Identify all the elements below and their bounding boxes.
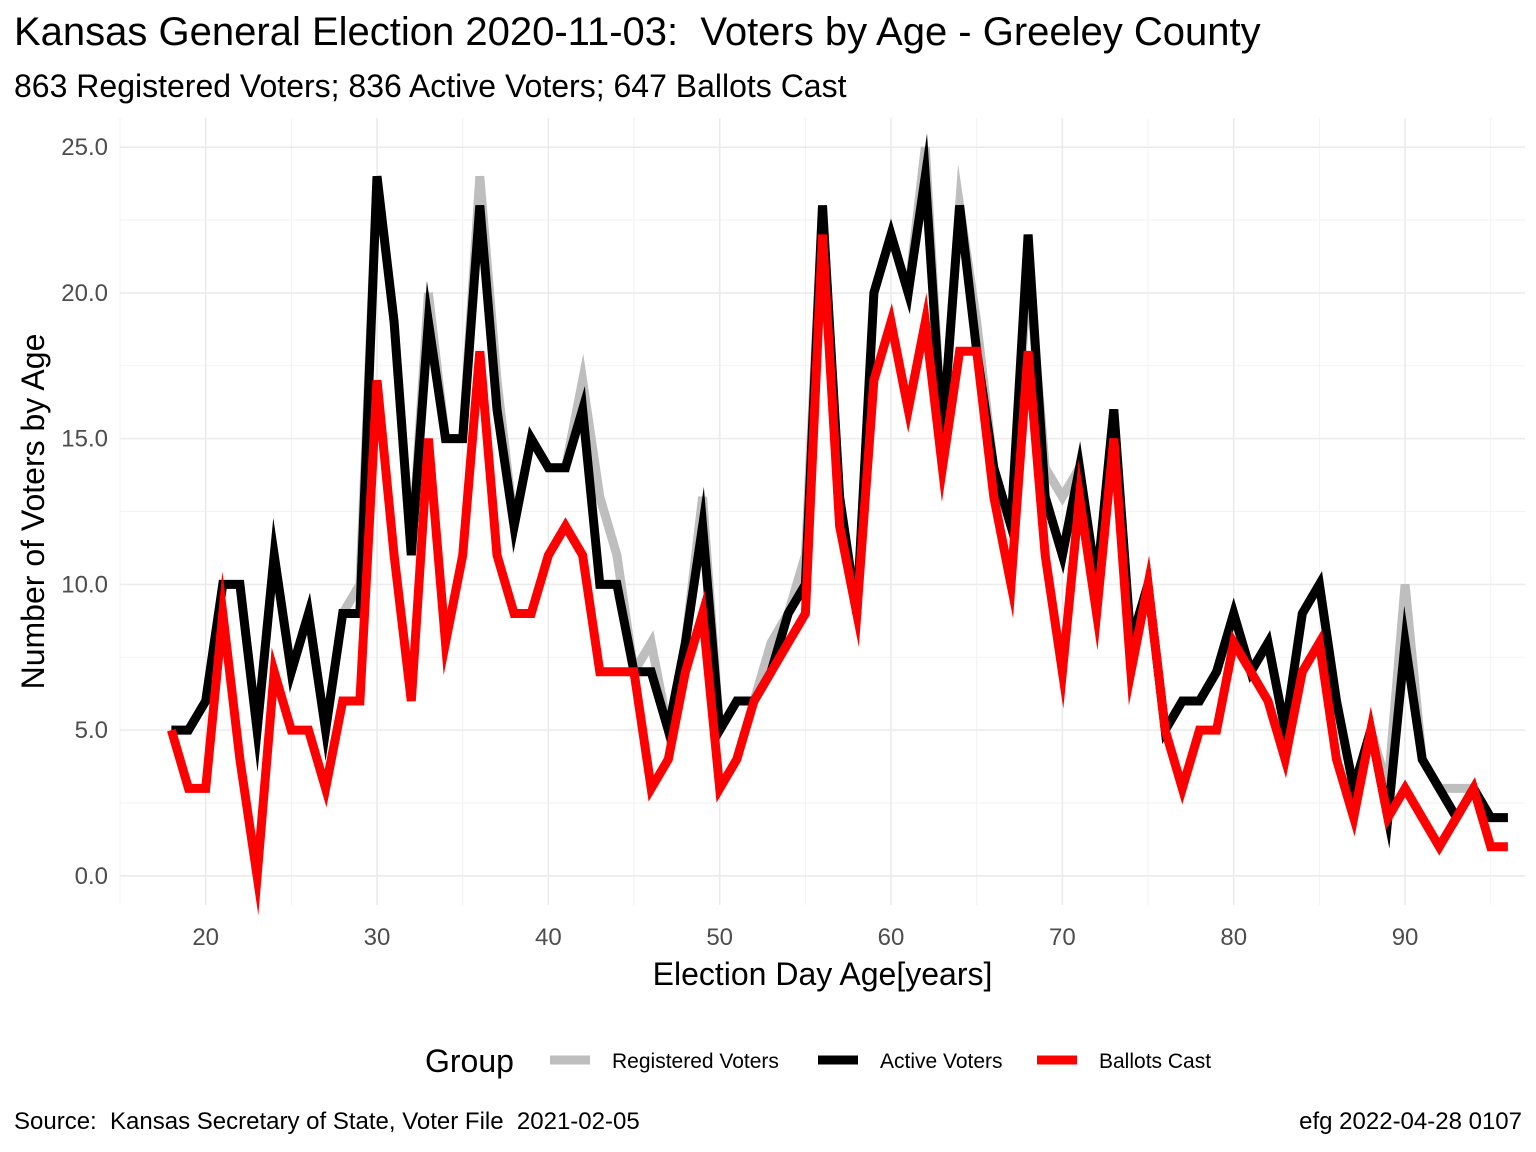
x-tick-label: 30 [364, 924, 391, 951]
y-tick-label: 20.0 [61, 280, 108, 307]
x-tick-label: 90 [1392, 924, 1419, 951]
series-line-ballots-cast [167, 234, 1508, 916]
y-tick-label: 15.0 [61, 426, 108, 453]
legend-label-active-voters: Active Voters [880, 1050, 1003, 1073]
author-caption: efg 2022-04-28 0107 [1299, 1108, 1522, 1135]
x-tick-label: 50 [706, 924, 733, 951]
y-tick-label: 5.0 [75, 717, 108, 744]
legend: Group Registered Voters Active Voters Ball… [425, 1043, 1211, 1079]
y-tick-labels: 0.0 5.0 10.0 15.0 20.0 25.0 [61, 134, 108, 890]
series-layer [167, 133, 1508, 916]
legend-label-ballots-cast: Ballots Cast [1099, 1050, 1211, 1073]
source-caption: Source: Kansas Secretary of State, Voter… [14, 1108, 640, 1135]
y-tick-label: 25.0 [61, 134, 108, 161]
x-tick-label: 60 [878, 924, 905, 951]
grid-major [120, 118, 1525, 905]
chart-subtitle: 863 Registered Voters; 836 Active Voters… [14, 68, 847, 104]
x-axis-title: Election Day Age[years] [653, 956, 993, 992]
y-tick-label: 0.0 [75, 863, 108, 890]
legend-label-registered-voters: Registered Voters [612, 1050, 779, 1073]
legend-title: Group [425, 1043, 514, 1079]
x-tick-label: 20 [192, 924, 219, 951]
y-tick-label: 10.0 [61, 571, 108, 598]
chart-title: Kansas General Election 2020-11-03: Vote… [14, 10, 1261, 54]
x-tick-labels: 20 30 40 50 60 70 80 90 [192, 924, 1418, 951]
y-axis-title: Number of Voters by Age [15, 334, 51, 690]
x-tick-label: 80 [1220, 924, 1247, 951]
x-tick-label: 40 [535, 924, 562, 951]
x-tick-label: 70 [1049, 924, 1076, 951]
